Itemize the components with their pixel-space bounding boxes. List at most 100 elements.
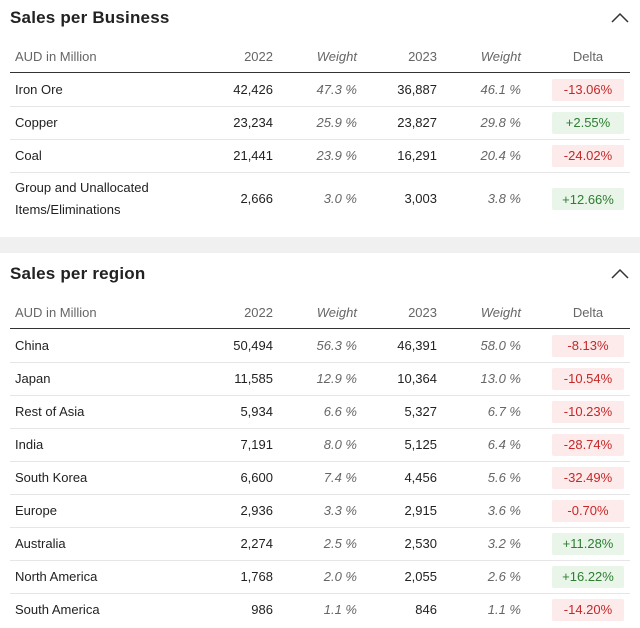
value-cell: 16,291 <box>397 147 437 163</box>
column-header: Weight <box>480 304 521 320</box>
row-label: South America <box>15 601 100 617</box>
row-rule <box>10 395 630 396</box>
value-cell: 12.9 % <box>316 370 357 386</box>
value-cell: 25.9 % <box>316 114 357 130</box>
value-cell: 2,666 <box>240 191 273 206</box>
value-cell: 2,530 <box>404 535 437 551</box>
value-cell: 2.6 % <box>487 568 521 584</box>
delta-badge: -10.23% <box>552 400 624 423</box>
value-cell: 20.4 % <box>480 147 521 163</box>
row-label: China <box>15 337 49 353</box>
section-title: Sales per Business <box>10 8 170 27</box>
value-cell: 8.0 % <box>323 436 357 452</box>
row-rule <box>10 593 630 594</box>
row-label: South Korea <box>15 469 88 485</box>
column-header: Weight <box>316 304 357 320</box>
delta-badge: +16.22% <box>552 565 624 588</box>
row-rule <box>10 172 630 173</box>
value-cell: 50,494 <box>233 337 273 353</box>
row-label: Coal <box>15 147 42 163</box>
delta-badge: -24.02% <box>552 144 624 167</box>
value-cell: 11,585 <box>234 370 273 386</box>
value-cell: 58.0 % <box>480 337 521 353</box>
value-cell: 986 <box>251 601 273 617</box>
row-label: Australia <box>15 535 66 551</box>
row-label: India <box>15 436 44 452</box>
row-label: Group and Unallocated Items/Eliminations <box>15 180 149 217</box>
column-header: Delta <box>572 304 604 320</box>
value-cell: 23,234 <box>233 114 273 130</box>
header-rule <box>10 328 630 329</box>
delta-badge: +2.55% <box>552 111 624 134</box>
delta-badge: -13.06% <box>552 78 624 101</box>
value-cell: 6.4 % <box>487 436 521 452</box>
value-cell: 7.4 % <box>323 469 357 485</box>
value-cell: 2.5 % <box>323 535 357 551</box>
collapse-icon[interactable] <box>610 12 630 24</box>
value-cell: 29.8 % <box>480 114 521 130</box>
collapse-icon[interactable] <box>610 268 630 280</box>
value-cell: 3,003 <box>404 191 437 206</box>
column-header: 2022 <box>244 304 273 320</box>
header-rule <box>10 72 630 73</box>
delta-badge: -10.54% <box>552 367 624 390</box>
value-cell: 1.1 % <box>323 601 357 617</box>
value-cell: 23,827 <box>397 114 437 130</box>
delta-badge: +12.66% <box>552 188 624 210</box>
row-label: Rest of Asia <box>15 403 85 419</box>
row-label: Copper <box>15 114 58 130</box>
column-header: Weight <box>316 48 357 64</box>
value-cell: 5,125 <box>404 436 437 452</box>
column-header: 2023 <box>408 48 437 64</box>
value-cell: 10,364 <box>397 370 437 386</box>
row-label: Iron Ore <box>15 81 63 97</box>
value-cell: 846 <box>415 601 437 617</box>
row-rule <box>10 461 630 462</box>
value-cell: 2,915 <box>404 502 437 518</box>
value-cell: 2,936 <box>240 502 273 518</box>
value-cell: 21,441 <box>233 147 273 163</box>
row-label: North America <box>15 568 98 584</box>
value-cell: 3.6 % <box>487 502 521 518</box>
row-label: Europe <box>15 502 57 518</box>
value-cell: 1.1 % <box>487 601 521 617</box>
delta-badge: +11.28% <box>552 532 624 555</box>
row-rule <box>10 139 630 140</box>
value-cell: 2,274 <box>240 535 273 551</box>
value-cell: 3.2 % <box>487 535 521 551</box>
value-cell: 56.3 % <box>316 337 357 353</box>
value-cell: 5.6 % <box>487 469 521 485</box>
value-cell: 3.0 % <box>323 191 357 206</box>
value-cell: 2.0 % <box>323 568 357 584</box>
column-header: AUD in Million <box>15 304 97 320</box>
value-cell: 46,391 <box>397 337 437 353</box>
value-cell: 6,600 <box>240 469 273 485</box>
value-cell: 13.0 % <box>480 370 521 386</box>
delta-badge: -8.13% <box>552 334 624 357</box>
row-rule <box>10 527 630 528</box>
value-cell: 47.3 % <box>316 81 357 97</box>
value-cell: 46.1 % <box>480 81 521 97</box>
section-title: Sales per region <box>10 264 146 283</box>
value-cell: 1,768 <box>240 568 273 584</box>
delta-badge: -14.20% <box>552 598 624 621</box>
section-divider <box>0 237 640 253</box>
value-cell: 7,191 <box>240 436 273 452</box>
value-cell: 4,456 <box>404 469 437 485</box>
value-cell: 6.7 % <box>487 403 521 419</box>
row-rule <box>10 362 630 363</box>
column-header: AUD in Million <box>15 48 97 64</box>
column-header: Weight <box>480 48 521 64</box>
delta-badge: -32.49% <box>552 466 624 489</box>
row-rule <box>10 560 630 561</box>
column-header: Delta <box>572 48 604 64</box>
value-cell: 42,426 <box>233 81 273 97</box>
value-cell: 6.6 % <box>323 403 357 419</box>
value-cell: 23.9 % <box>316 147 357 163</box>
row-rule <box>10 428 630 429</box>
value-cell: 2,055 <box>404 568 437 584</box>
delta-badge: -0.70% <box>552 499 624 522</box>
value-cell: 3.3 % <box>323 502 357 518</box>
value-cell: 5,934 <box>240 403 273 419</box>
